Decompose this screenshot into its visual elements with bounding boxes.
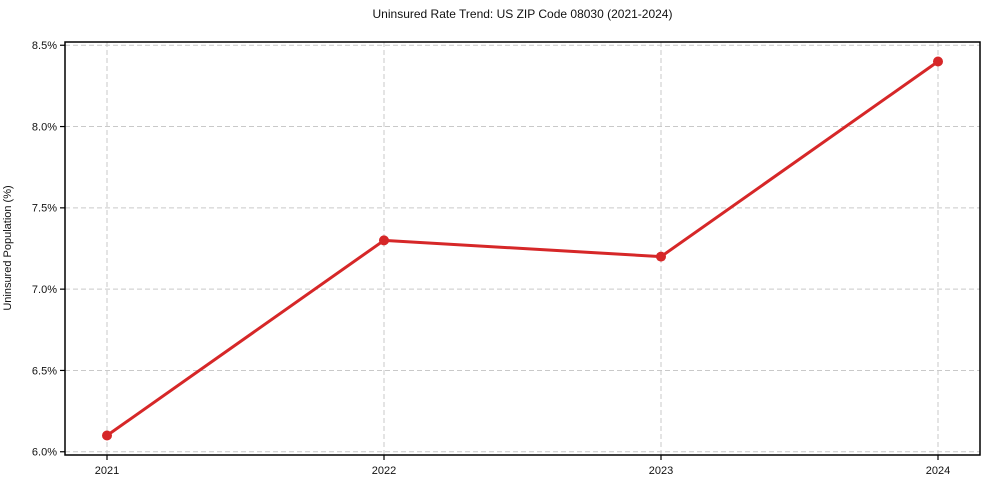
x-tick-label: 2021 bbox=[95, 465, 119, 477]
y-tick-label: 6.5% bbox=[32, 365, 57, 377]
x-tick-label: 2024 bbox=[926, 465, 950, 477]
y-tick-label: 6.0% bbox=[32, 447, 57, 459]
data-point bbox=[102, 430, 112, 441]
chart-title: Uninsured Rate Trend: US ZIP Code 08030 … bbox=[372, 7, 673, 21]
trend-line bbox=[105, 60, 940, 437]
x-tick-label: 2022 bbox=[372, 465, 396, 477]
plot-border bbox=[64, 41, 981, 456]
y-tick-label: 8.0% bbox=[32, 121, 57, 133]
data-point bbox=[933, 56, 943, 67]
y-tick-label: 8.5% bbox=[32, 40, 57, 52]
y-tick-label: 7.0% bbox=[32, 284, 57, 296]
data-point bbox=[656, 251, 666, 262]
y-tick-label: 7.5% bbox=[32, 203, 57, 215]
x-tick-label: 2023 bbox=[649, 465, 673, 477]
data-point bbox=[379, 235, 389, 246]
